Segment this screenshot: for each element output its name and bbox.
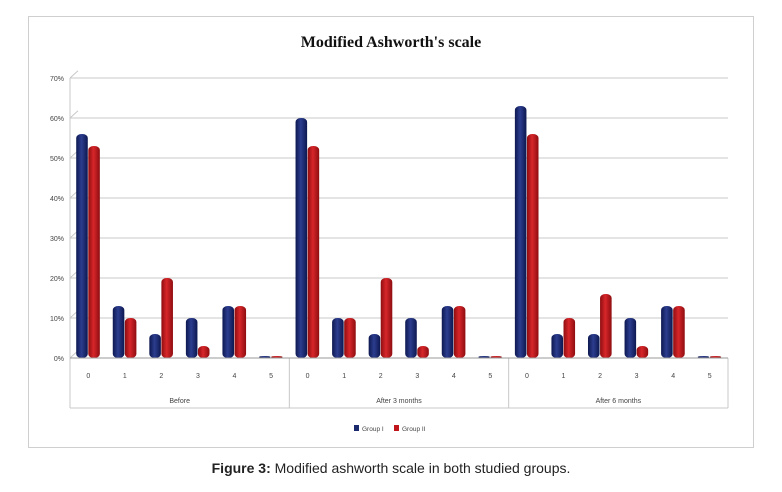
x-category-label: 3	[196, 373, 200, 380]
bar-group-i	[112, 306, 125, 358]
bar-group-ii	[636, 346, 649, 358]
bar-group-ii	[307, 146, 320, 358]
bar-group-ii	[417, 346, 429, 358]
x-category-label: 3	[635, 373, 639, 380]
bar-group-ii	[88, 146, 100, 358]
x-category-label: 3	[415, 373, 419, 380]
x-category-label: 2	[159, 373, 163, 380]
legend-swatch-group-i	[354, 425, 359, 431]
chart-title: Modified Ashworth's scale	[301, 34, 481, 51]
bar-group-ii	[380, 278, 393, 358]
group-label: After 6 months	[596, 398, 642, 405]
legend: Group I Group II	[354, 425, 426, 433]
bar-group-i	[441, 306, 454, 358]
legend-swatch-group-ii	[394, 425, 399, 431]
gridline-depth	[69, 110, 79, 119]
bar-group-i	[661, 306, 673, 358]
y-tick-label: 20%	[50, 276, 64, 283]
y-tick-label: 70%	[50, 76, 64, 83]
bar-group-i	[624, 318, 637, 358]
bar-group-i	[368, 334, 381, 358]
bar-group-ii	[453, 306, 466, 358]
caption-text: Modified ashworth scale in both studied …	[274, 460, 571, 476]
x-category-label: 2	[598, 373, 602, 380]
bar-group-i	[76, 134, 88, 358]
x-category-label: 4	[671, 373, 675, 380]
group-label: Before	[169, 398, 190, 405]
x-category-label: 4	[233, 373, 237, 380]
bar-group-ii	[234, 306, 247, 358]
x-category-label: 0	[306, 373, 310, 380]
x-category-label: 0	[525, 373, 529, 380]
bar-group-i	[405, 318, 417, 358]
x-category-label: 5	[269, 373, 273, 380]
y-tick-label: 10%	[50, 316, 64, 323]
x-axis-groups: Before After 3 months After 6 months	[69, 357, 729, 409]
x-category-label: 5	[488, 373, 492, 380]
bar-group-i	[149, 334, 161, 358]
x-category-label: 1	[342, 373, 346, 380]
caption-label: Figure 3:	[211, 460, 271, 476]
bar-group-i	[222, 306, 234, 358]
y-tick-label: 60%	[50, 116, 64, 123]
bar-group-i	[587, 334, 600, 358]
bar-chart: Modified Ashworth's scale 0%10%20%30%40%…	[50, 34, 729, 433]
bar-group-i	[295, 118, 308, 358]
bar-group-i	[551, 334, 563, 358]
y-tick-label: 30%	[50, 236, 64, 243]
group-label: After 3 months	[376, 398, 422, 405]
bar-group-ii	[344, 318, 356, 358]
bar-group-i	[514, 106, 527, 358]
x-category-label: 2	[379, 373, 383, 380]
bar-group-ii	[161, 278, 173, 358]
bar-group-ii	[600, 294, 612, 358]
bars	[76, 106, 722, 358]
legend-label: Group I	[362, 426, 384, 433]
y-tick-label: 40%	[50, 196, 64, 203]
x-axis-categories: 0 1 2 3 4 5 0 1 2 3 4 5 0 1 2 3 4 5	[86, 373, 711, 380]
y-tick-label: 50%	[50, 156, 64, 163]
x-category-label: 1	[123, 373, 127, 380]
x-category-label: 0	[86, 373, 90, 380]
bar-group-ii	[526, 134, 539, 358]
y-axis-ticks: 0% 10% 20% 30% 40% 50% 60% 70%	[50, 76, 64, 363]
bar-group-ii	[197, 346, 210, 358]
y-tick-label: 0%	[54, 356, 64, 363]
x-category-label: 4	[452, 373, 456, 380]
figure-caption: Figure 3: Modified ashworth scale in bot…	[0, 460, 782, 476]
bar-group-ii	[563, 318, 576, 358]
bar-group-ii	[673, 306, 685, 358]
bar-group-ii	[124, 318, 137, 358]
bar-group-i	[185, 318, 198, 358]
bar-group-i	[332, 318, 344, 358]
figure-frame	[28, 16, 754, 448]
gridline-depth	[69, 70, 79, 79]
legend-label: Group II	[402, 426, 426, 433]
x-category-label: 5	[708, 373, 712, 380]
x-category-label: 1	[562, 373, 566, 380]
